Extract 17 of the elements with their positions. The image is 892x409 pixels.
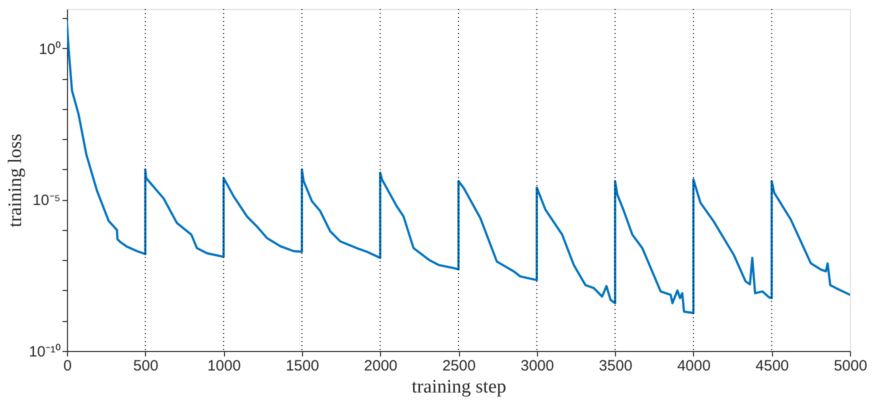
x-axis-title: training step bbox=[412, 376, 506, 398]
x-tick-label: 4500 bbox=[756, 358, 789, 374]
x-tick-label: 1000 bbox=[207, 358, 241, 374]
x-tick-label: 2500 bbox=[442, 358, 476, 374]
x-tick-label: 3000 bbox=[520, 358, 554, 374]
x-tick-label: 3500 bbox=[598, 358, 632, 374]
x-tick-label: 2000 bbox=[364, 358, 398, 374]
x-tick-label: 500 bbox=[133, 358, 158, 374]
x-tick-label: 0 bbox=[63, 358, 72, 374]
x-tick-label: 1500 bbox=[286, 358, 320, 374]
x-tick-label: 5000 bbox=[834, 358, 868, 374]
x-tick-label: 4000 bbox=[677, 358, 711, 374]
line-series bbox=[67, 22, 850, 314]
y-axis-title: training loss bbox=[4, 134, 26, 228]
y-tick-label: 10⁰ bbox=[38, 40, 60, 58]
y-tick-label: 10⁻⁵ bbox=[32, 192, 60, 210]
y-tick-label: 10⁻¹⁰ bbox=[28, 344, 60, 360]
